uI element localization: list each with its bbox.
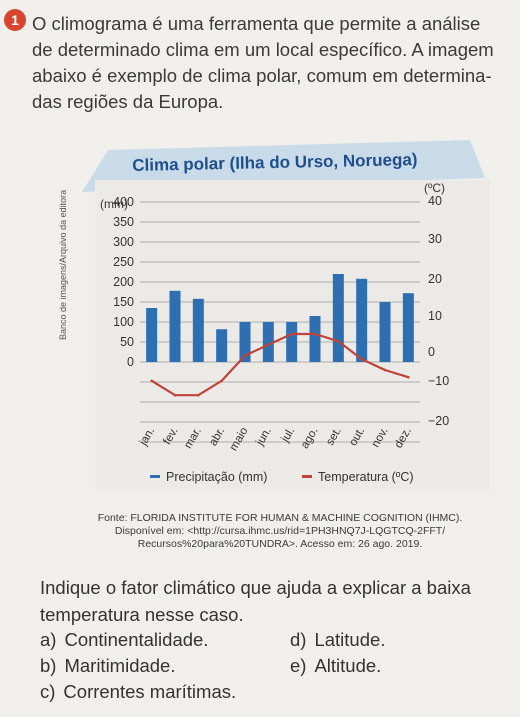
- temperature-point: [150, 379, 153, 383]
- chart-title-banner: [82, 140, 485, 192]
- right-tick-label: 20: [428, 272, 442, 286]
- right-tick-label: −20: [428, 414, 449, 428]
- right-tick-label: −10: [428, 374, 449, 388]
- question-line: Indique o fator climático que ajuda a ex…: [40, 577, 471, 598]
- temperature-point: [313, 332, 317, 336]
- option-key: b): [40, 655, 57, 676]
- right-tick-label: 0: [428, 345, 435, 359]
- intro-line: das regiões da Europa.: [32, 91, 224, 112]
- option-text: Continentalidade.: [64, 629, 209, 650]
- precipitation-bar: [216, 329, 228, 362]
- question-text: Indique o fator climático que ajuda a ex…: [40, 574, 510, 628]
- precipitation-bar: [402, 293, 414, 362]
- source-line: Recursos%20para%20TUNDRA>. Acesso em: 26…: [137, 538, 423, 550]
- temperature-point: [243, 354, 247, 357]
- option-a[interactable]: a) Continentalidade.: [40, 627, 208, 653]
- left-tick-label: 100: [113, 315, 134, 329]
- legend-precip-swatch: [150, 475, 160, 478]
- legend-temp-swatch: [302, 475, 312, 478]
- precipitation-bar: [309, 316, 321, 362]
- option-text: Maritimidade.: [64, 655, 176, 676]
- option-b[interactable]: b) Maritimidade.: [40, 653, 176, 679]
- left-tick-label: 300: [113, 235, 134, 249]
- climograph-chart: Clima polar (Ilha do Urso, Noruega)(mm)(…: [82, 140, 490, 490]
- right-tick-label: 30: [428, 232, 442, 246]
- option-d[interactable]: d) Latitude.: [290, 627, 385, 653]
- left-tick-label: 150: [113, 295, 134, 309]
- left-tick-label: 0: [127, 355, 134, 369]
- left-tick-label: 200: [113, 275, 134, 289]
- temperature-point: [337, 339, 340, 343]
- question-line: temperatura nesse caso.: [40, 604, 244, 625]
- option-key: d): [290, 629, 307, 650]
- intro-text: O climograma é uma ferramenta que permit…: [32, 11, 512, 115]
- precipitation-bar: [286, 322, 298, 362]
- intro-line: O climograma é uma ferramenta que permit…: [32, 13, 481, 34]
- temperature-point: [267, 343, 270, 347]
- option-text: Altitude.: [314, 655, 382, 676]
- precipitation-bar: [356, 278, 368, 362]
- temperature-point: [197, 393, 200, 397]
- left-axis-unit: (mm): [100, 197, 128, 211]
- temperature-line: [151, 332, 409, 397]
- source-line: Disponível em: <http://cursa.ihmc.us/rid…: [114, 525, 446, 537]
- option-text: Latitude.: [314, 629, 386, 650]
- precipitation-bar: [146, 308, 158, 362]
- option-key: c): [40, 681, 56, 702]
- precipitation-bar: [262, 322, 274, 362]
- left-tick-label: 50: [120, 335, 134, 349]
- option-e[interactable]: e) Altitude.: [290, 653, 381, 679]
- left-tick-label: 350: [113, 215, 134, 229]
- intro-line: de determinado clima em um local específ…: [32, 39, 494, 60]
- option-text: Correntes marítimas.: [63, 681, 237, 702]
- temperature-point: [173, 393, 177, 397]
- temperature-point: [360, 357, 363, 361]
- question-number-badge: 1: [4, 9, 26, 31]
- option-c[interactable]: c) Correntes marítimas.: [40, 679, 236, 705]
- intro-line: abaixo é exemplo de clima polar, comum e…: [32, 65, 492, 86]
- source-line: Fonte: FLORIDA INSTITUTE FOR HUMAN & MAC…: [97, 512, 463, 524]
- precipitation-bar: [239, 322, 251, 362]
- left-tick-label: 400: [113, 195, 134, 209]
- temperature-point: [220, 379, 223, 383]
- option-key: a): [40, 629, 57, 650]
- precipitation-bar: [169, 290, 181, 362]
- temperature-point: [407, 375, 410, 379]
- left-tick-label: 250: [113, 255, 134, 269]
- right-tick-label: 40: [428, 194, 442, 208]
- option-key: e): [290, 655, 307, 676]
- source-citation: Fonte: FLORIDA INSTITUTE FOR HUMAN & MAC…: [60, 512, 500, 551]
- precipitation-bar: [332, 274, 344, 362]
- temperature-point: [383, 368, 387, 372]
- legend-precip-label: Precipitação (mm): [166, 470, 267, 484]
- precipitation-bar: [379, 302, 391, 362]
- right-tick-label: 10: [428, 309, 442, 323]
- legend-temp-label: Temperatura (ºC): [318, 470, 414, 484]
- precipitation-bar: [192, 298, 204, 362]
- right-axis-unit: (ºC): [424, 181, 445, 195]
- temperature-point: [290, 332, 293, 336]
